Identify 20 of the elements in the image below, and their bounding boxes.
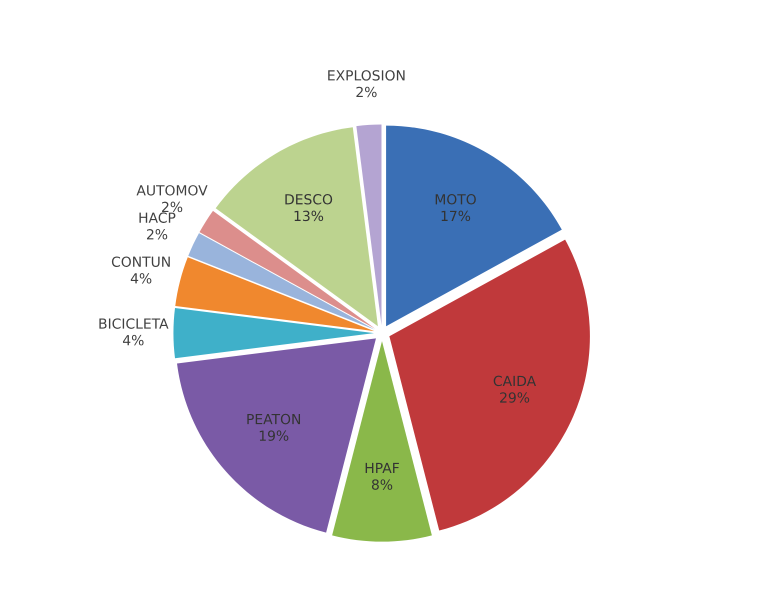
- data-label: 2%: [146, 229, 168, 240]
- data-label: 2%: [162, 202, 182, 212]
- slice-label: CONTUN: [112, 256, 170, 267]
- slice-label: PEATON: [247, 414, 300, 424]
- slice-label: EXPLOSION: [328, 70, 405, 81]
- data-label: 2%: [356, 86, 377, 98]
- data-label: 8%: [372, 479, 392, 490]
- slice-label: CAIDA: [494, 376, 536, 386]
- data-label: 4%: [130, 273, 152, 284]
- data-label: 13%: [294, 210, 324, 222]
- slice-label: DESCO: [285, 194, 332, 205]
- slice-label: MOTO: [436, 194, 476, 205]
- data-label: 17%: [442, 210, 470, 222]
- slice-label: AUTOMOV: [136, 185, 208, 196]
- data-label: 29%: [500, 392, 530, 403]
- data-label: 4%: [122, 334, 144, 346]
- slice-label: HPAF: [366, 462, 399, 474]
- slice-label: HACP: [139, 212, 176, 223]
- data-label: 19%: [260, 430, 288, 441]
- slice-label: BICICLETA: [99, 318, 168, 329]
